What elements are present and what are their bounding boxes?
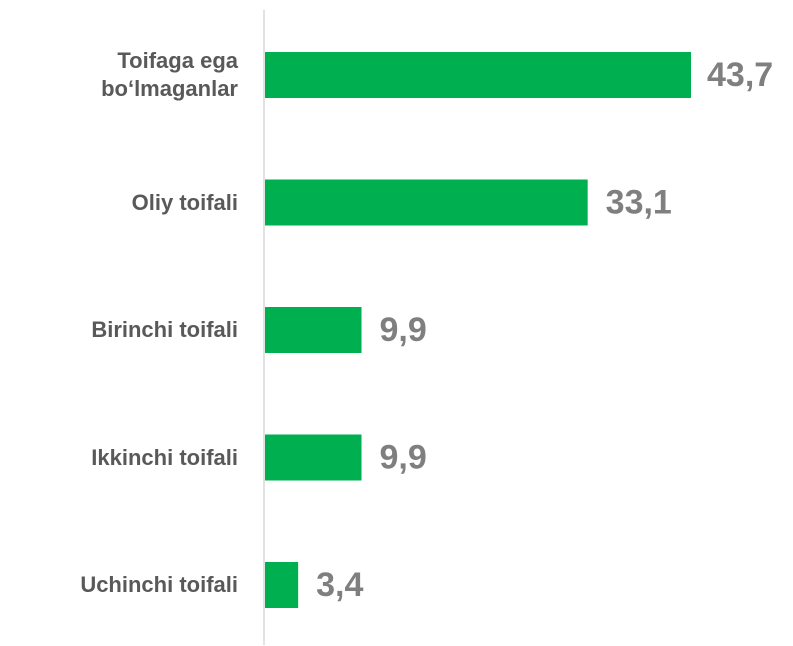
value-label: 9,9 <box>380 311 427 349</box>
value-label: 43,7 <box>707 56 773 94</box>
value-label: 3,4 <box>316 566 363 604</box>
bar <box>265 562 299 608</box>
bar <box>265 179 588 226</box>
value-label: 9,9 <box>380 438 427 476</box>
bar <box>265 307 362 353</box>
value-label: 33,1 <box>606 183 672 221</box>
bar <box>265 52 691 98</box>
category-label: Uchinchi toifali <box>80 572 238 597</box>
bar <box>265 434 362 481</box>
category-label: Birinchi toifali <box>91 317 238 342</box>
category-label: Oliy toifali <box>131 189 238 215</box>
category-label: Ikkinchi toifali <box>91 444 238 470</box>
category-label: Toifaga ega bo‘lmaganlar <box>101 48 238 101</box>
